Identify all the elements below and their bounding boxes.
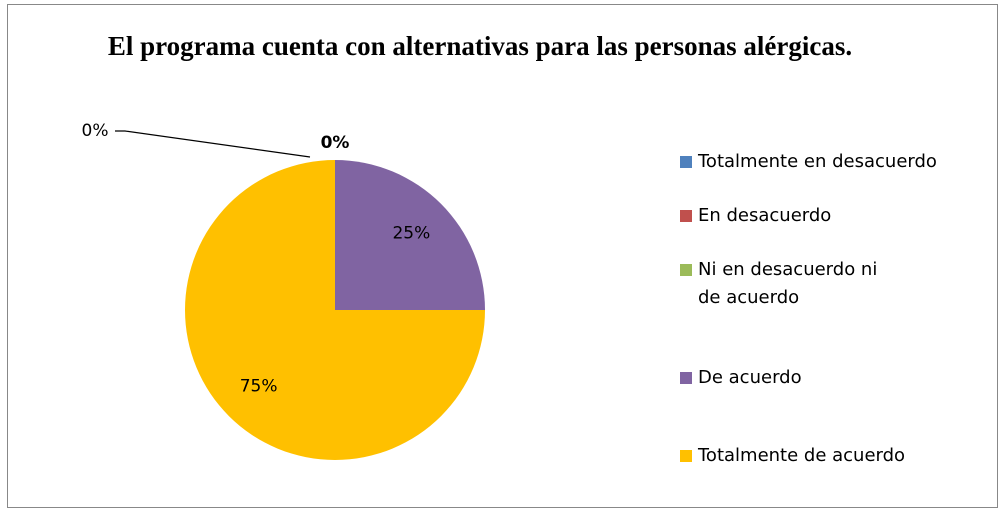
data-label: 0% xyxy=(321,133,350,153)
pie-slice xyxy=(185,160,485,460)
legend-swatch xyxy=(680,372,692,384)
legend-entry: Totalmente de acuerdo xyxy=(680,442,980,470)
leader-line xyxy=(115,130,311,158)
legend-swatch xyxy=(680,264,692,276)
legend-swatch xyxy=(680,210,692,222)
chart-title: El programa cuenta con alternativas para… xyxy=(107,31,853,61)
chart-frame xyxy=(7,4,998,508)
legend-label: Ni en desacuerdo ni de acuerdo xyxy=(698,259,878,308)
data-label: 75% xyxy=(240,376,278,396)
legend-entry: Totalmente en desacuerdo xyxy=(680,148,980,176)
legend-swatch xyxy=(680,156,692,168)
legend-entry: En desacuerdo xyxy=(680,202,980,230)
data-label: 25% xyxy=(392,224,430,244)
legend-label: Totalmente de acuerdo xyxy=(698,445,906,466)
legend-label: Totalmente en desacuerdo xyxy=(698,151,937,172)
legend-entry: De acuerdo xyxy=(680,364,980,392)
legend-entry: Ni en desacuerdo ni de acuerdo xyxy=(680,256,980,312)
legend-label: De acuerdo xyxy=(698,367,802,388)
legend-swatch xyxy=(680,450,692,462)
data-label: 0% xyxy=(82,121,109,141)
legend-label: En desacuerdo xyxy=(698,205,832,226)
pie-slice xyxy=(335,160,485,310)
